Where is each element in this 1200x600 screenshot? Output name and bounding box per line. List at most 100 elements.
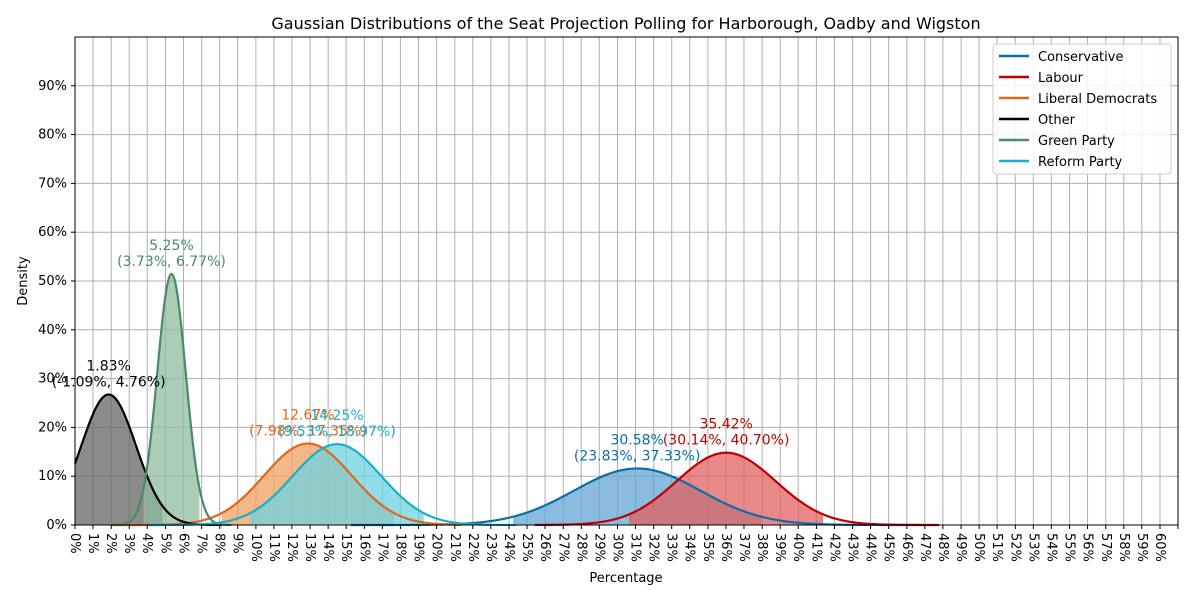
y-tick-label: 80% (38, 128, 67, 143)
x-tick-label: 18% (392, 533, 407, 562)
x-tick-label: 7% (194, 533, 209, 554)
x-tick-label: 13% (302, 533, 317, 562)
x-tick-label: 43% (845, 533, 860, 562)
ci-fill-other (75, 394, 163, 525)
annotations: (23.83%, 37.33%)30.58%(30.14%, 40.70%)35… (52, 238, 790, 465)
x-tick-label: 54% (1043, 533, 1058, 562)
legend-label-liberal-democrats: Liberal Democrats (1038, 92, 1157, 107)
x-tick-label: 35% (700, 533, 715, 562)
x-tick-label: 24% (501, 533, 516, 562)
mean-label-labour: 35.42% (699, 417, 752, 433)
x-tick-label: 19% (411, 533, 426, 562)
x-tick-label: 5% (157, 533, 172, 554)
density-line-labour (534, 451, 940, 527)
x-tick-label: 1% (85, 533, 100, 554)
x-tick-label: 3% (121, 533, 136, 554)
x-tick-label: 34% (682, 533, 697, 562)
x-tick-label: 16% (356, 533, 371, 562)
x-tick-label: 10% (248, 533, 263, 562)
x-tick-label: 11% (266, 533, 281, 562)
x-tick-label: 37% (736, 533, 751, 562)
y-tick-label: 10% (38, 469, 67, 484)
x-tick-label: 55% (1062, 533, 1077, 562)
x-tick-label: 23% (483, 533, 498, 562)
x-tick-label: 50% (971, 533, 986, 562)
x-tick-label: 27% (555, 533, 570, 562)
x-tick-label: 31% (628, 533, 643, 562)
ci-label-reform-party: (9.53%, 18.97%) (278, 424, 396, 440)
x-tick-label: 17% (374, 533, 389, 562)
density-line-green-party (111, 272, 232, 527)
ci-label-conservative: (23.83%, 37.33%) (574, 448, 701, 464)
x-tick-label: 48% (935, 533, 950, 562)
x-tick-label: 26% (537, 533, 552, 562)
x-tick-label: 47% (917, 533, 932, 562)
x-tick-label: 8% (212, 533, 227, 554)
x-tick-label: 32% (646, 533, 661, 562)
ci-fill-labour (629, 452, 824, 525)
x-tick-label: 46% (899, 533, 914, 562)
y-tick-label: 40% (38, 323, 67, 338)
legend-label-other: Other (1038, 113, 1076, 128)
y-tick-label: 70% (38, 176, 67, 191)
x-tick-label: 14% (320, 533, 335, 562)
x-tick-label: 42% (826, 533, 841, 562)
x-axis-ticks: 0% 1% 2% 3% 4% 5% 6% 7% 8% 9% 10% 11% 12% 13% 14% 15% 16… (67, 525, 1179, 562)
x-tick-label: 41% (808, 533, 823, 562)
x-tick-label: 21% (447, 533, 462, 562)
x-tick-label: 38% (754, 533, 769, 562)
y-tick-label: 90% (38, 79, 67, 94)
legend-label-labour: Labour (1038, 71, 1084, 86)
y-tick-label: 0% (46, 518, 67, 533)
legend-label-green-party: Green Party (1038, 134, 1115, 149)
ci-label-liberal-democrats: (7.98%, 17.35%) (249, 424, 367, 440)
x-tick-label: 59% (1134, 533, 1149, 562)
ci-label-other: (-1.09%, 4.76%) (52, 375, 166, 391)
y-axis-label: Density (16, 256, 31, 306)
legend-label-reform-party: Reform Party (1038, 155, 1123, 170)
x-tick-label: 25% (519, 533, 534, 562)
x-tick-label: 33% (664, 533, 679, 562)
x-tick-label: 4% (139, 533, 154, 554)
x-tick-label: 9% (230, 533, 245, 554)
x-tick-label: 20% (429, 533, 444, 562)
x-tick-label: 44% (863, 533, 878, 562)
x-tick-label: 60% (1152, 533, 1167, 562)
ci-label-green-party: (3.73%, 6.77%) (117, 254, 226, 270)
x-tick-label: 0% (67, 533, 82, 554)
mean-label-green-party: 5.25% (149, 238, 193, 254)
x-tick-label: 49% (953, 533, 968, 562)
x-tick-label: 58% (1116, 533, 1131, 562)
x-tick-label: 57% (1098, 533, 1113, 562)
mean-label-conservative: 30.58% (610, 432, 663, 448)
x-tick-label: 52% (1007, 533, 1022, 562)
x-tick-label: 51% (989, 533, 1004, 562)
x-tick-label: 22% (465, 533, 480, 562)
chart-title: Gaussian Distributions of the Seat Proje… (271, 14, 980, 33)
x-tick-label: 36% (718, 533, 733, 562)
density-lines (73, 272, 940, 527)
x-tick-label: 45% (881, 533, 896, 562)
y-tick-label: 60% (38, 225, 67, 240)
x-tick-label: 6% (175, 533, 190, 554)
x-tick-label: 39% (772, 533, 787, 562)
y-tick-label: 20% (38, 420, 67, 435)
y-tick-label: 30% (38, 372, 67, 387)
y-tick-label: 50% (38, 274, 67, 289)
mean-label-other: 1.83% (86, 359, 130, 375)
y-axis-ticks: 0% 10% 20% 30% 40% 50% 60% 70% 80% 90% (38, 79, 75, 533)
x-tick-label: 2% (103, 533, 118, 554)
ci-label-labour: (30.14%, 40.70%) (663, 433, 790, 449)
x-tick-label: 29% (591, 533, 606, 562)
x-tick-label: 30% (609, 533, 624, 562)
x-tick-label: 28% (573, 533, 588, 562)
mean-label-liberal-democrats: 12.67% (281, 408, 334, 424)
x-tick-label: 40% (790, 533, 805, 562)
x-tick-label: 12% (284, 533, 299, 562)
legend-label-conservative: Conservative (1038, 50, 1123, 65)
legend-box (992, 43, 1172, 175)
legend: Conservative Labour Liberal Democrats Other… (992, 43, 1172, 175)
x-axis-label: Percentage (589, 571, 662, 586)
mean-label-reform-party: 14.25% (310, 408, 363, 424)
